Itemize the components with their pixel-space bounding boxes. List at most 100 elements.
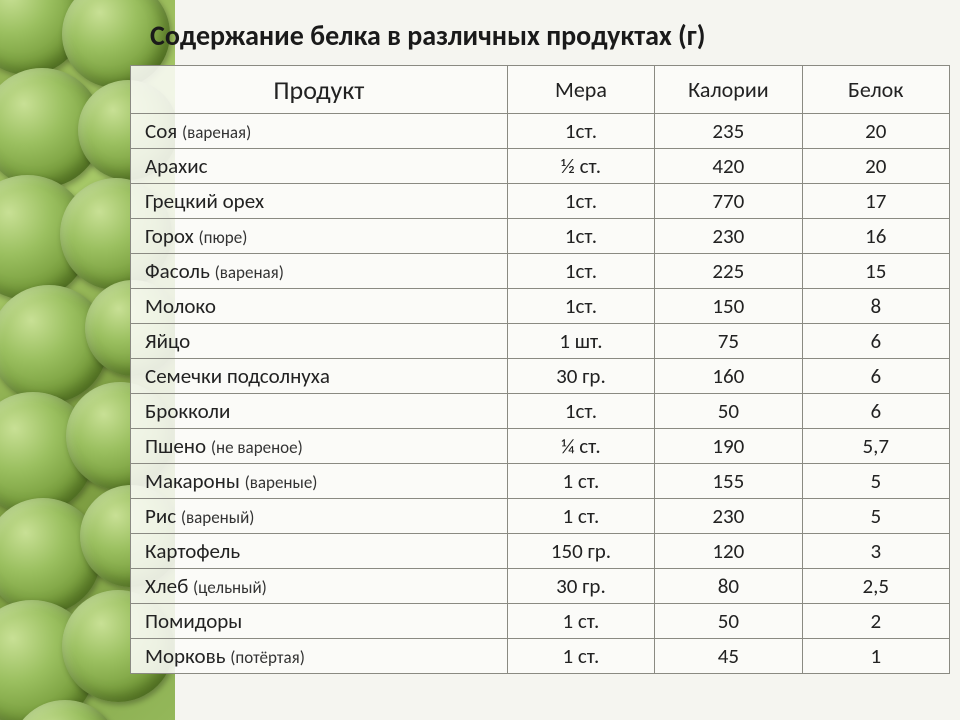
cell-protein: 6 [802,324,949,359]
table-row: Рис (вареный) 1 ст.2305 [131,499,950,534]
page-title: Содержание белка в различных продуктах (… [130,12,950,65]
cell-protein: 5,7 [802,429,949,464]
product-name: Рис [145,503,176,529]
cell-measure: 1ст. [507,289,654,324]
product-name: Хлеб [145,573,188,599]
table-row: Фасоль (вареная)1ст.22515 [131,254,950,289]
cell-calories: 190 [655,429,802,464]
cell-protein: 2 [802,604,949,639]
cell-calories: 160 [655,359,802,394]
cell-product: Семечки подсолнуха [131,359,508,394]
product-name: Арахис [145,153,208,179]
cell-calories: 420 [655,149,802,184]
col-header-measure: Мера [507,66,654,114]
cell-measure: 1ст. [507,254,654,289]
cell-product: Соя (вареная) [131,114,508,149]
cell-product: Горох (пюре) [131,219,508,254]
table-row: Хлеб (цельный)30 гр.802,5 [131,569,950,604]
col-header-product: Продукт [131,66,508,114]
col-header-protein: Белок [802,66,949,114]
cell-measure: 1 ст. [507,499,654,534]
cell-calories: 230 [655,499,802,534]
protein-table: Продукт Мера Калории Белок Соя (вареная)… [130,65,950,674]
cell-product: Пшено (не вареное) [131,429,508,464]
table-row: Картофель 150 гр.1203 [131,534,950,569]
product-name: Горох [145,223,194,249]
cell-measure: 1 ст. [507,639,654,674]
table-row: Соя (вареная)1ст.23520 [131,114,950,149]
cell-calories: 235 [655,114,802,149]
cell-product: Хлеб (цельный) [131,569,508,604]
cell-measure: 30 гр. [507,569,654,604]
cell-measure: 1 ст. [507,464,654,499]
cell-protein: 16 [802,219,949,254]
cell-product: Морковь (потёртая) [131,639,508,674]
table-row: Грецкий орех 1ст.77017 [131,184,950,219]
table-row: Семечки подсолнуха 30 гр.1606 [131,359,950,394]
product-name: Молоко [145,293,216,319]
cell-measure: 30 гр. [507,359,654,394]
table-row: Яйцо1 шт.756 [131,324,950,359]
product-name: Пшено [145,433,206,459]
table-row: Морковь (потёртая)1 ст.451 [131,639,950,674]
cell-calories: 50 [655,604,802,639]
cell-protein: 5 [802,464,949,499]
cell-measure: 150 гр. [507,534,654,569]
product-name: Брокколи [145,398,230,424]
cell-measure: 1ст. [507,184,654,219]
cell-protein: 6 [802,394,949,429]
cell-calories: 150 [655,289,802,324]
cell-product: Молоко [131,289,508,324]
product-name: Помидоры [145,608,242,634]
table-header-row: Продукт Мера Калории Белок [131,66,950,114]
product-note: (не вареное) [211,437,303,458]
product-name: Соя [145,118,177,144]
cell-calories: 45 [655,639,802,674]
cell-calories: 80 [655,569,802,604]
cell-measure: ¼ ст. [507,429,654,464]
cell-calories: 75 [655,324,802,359]
cell-protein: 17 [802,184,949,219]
cell-calories: 155 [655,464,802,499]
cell-measure: 1ст. [507,394,654,429]
table-row: Молоко 1ст.1508 [131,289,950,324]
table-row: Макароны (вареные)1 ст.1555 [131,464,950,499]
cell-product: Арахис [131,149,508,184]
slide-content: Содержание белка в различных продуктах (… [130,12,950,674]
cell-calories: 120 [655,534,802,569]
product-name: Грецкий орех [145,188,264,214]
cell-product: Яйцо [131,324,508,359]
table-row: Пшено (не вареное)¼ ст.1905,7 [131,429,950,464]
product-note: (потёртая) [230,647,305,668]
cell-calories: 770 [655,184,802,219]
cell-calories: 230 [655,219,802,254]
product-name: Морковь [145,643,226,669]
cell-protein: 5 [802,499,949,534]
cell-calories: 50 [655,394,802,429]
product-name: Картофель [145,538,240,564]
cell-protein: 2,5 [802,569,949,604]
product-name: Семечки подсолнуха [145,363,330,389]
cell-measure: 1ст. [507,114,654,149]
table-row: Брокколи 1ст.506 [131,394,950,429]
cell-protein: 20 [802,149,949,184]
cell-protein: 6 [802,359,949,394]
cell-product: Макароны (вареные) [131,464,508,499]
cell-product: Фасоль (вареная) [131,254,508,289]
cell-protein: 3 [802,534,949,569]
cell-calories: 225 [655,254,802,289]
product-note: (цельный) [193,577,267,598]
table-row: Помидоры 1 ст.502 [131,604,950,639]
cell-product: Брокколи [131,394,508,429]
table-row: Горох (пюре)1ст.23016 [131,219,950,254]
cell-protein: 8 [802,289,949,324]
cell-measure: 1 ст. [507,604,654,639]
product-note: (вареная) [215,262,284,283]
product-note: (вареный) [181,507,255,528]
product-name: Макароны [145,468,240,494]
product-name: Фасоль [145,258,210,284]
product-note: (вареная) [182,122,251,143]
cell-product: Грецкий орех [131,184,508,219]
cell-protein: 1 [802,639,949,674]
cell-product: Помидоры [131,604,508,639]
